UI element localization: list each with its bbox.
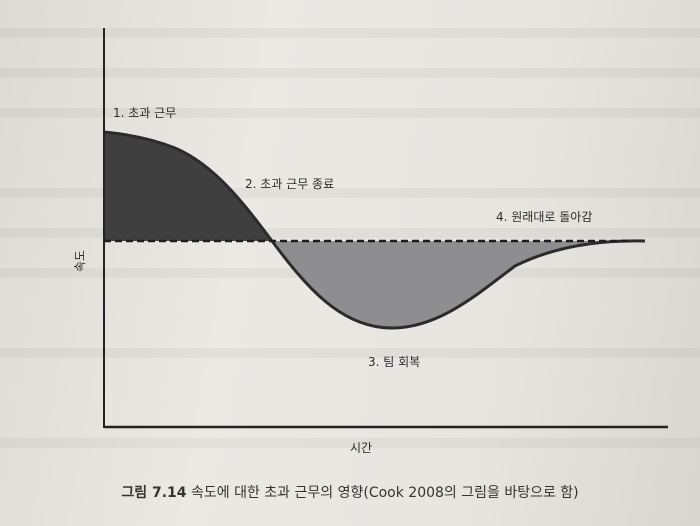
caption-number: 그림 7.14 xyxy=(121,485,187,501)
bleed-through-line xyxy=(0,348,700,358)
bleed-through-line xyxy=(0,28,700,38)
caption-source: (Cook 2008의 그림을 바탕으로 함) xyxy=(363,485,579,501)
label-overtime-end: 2. 초과 근무 종료 xyxy=(245,177,334,191)
bleed-through-line xyxy=(0,108,700,118)
label-recovery: 3. 팀 회복 xyxy=(368,355,420,369)
x-axis-label: 시간 xyxy=(350,441,372,455)
recovery-area xyxy=(272,241,612,328)
figure-caption: 그림 7.14 속도에 대한 초과 근무의 영향(Cook 2008의 그림을 … xyxy=(0,482,700,502)
y-axis-label: 속도 xyxy=(73,250,87,272)
bleed-through-line xyxy=(0,188,700,198)
label-return: 4. 원래대로 돌아감 xyxy=(496,210,592,224)
bleed-through-line xyxy=(0,228,700,238)
label-overtime: 1. 초과 근무 xyxy=(113,106,176,120)
bleed-through-line xyxy=(0,438,700,448)
velocity-curve xyxy=(103,130,646,330)
caption-text: 속도에 대한 초과 근무의 영향 xyxy=(190,485,364,501)
bleed-through-line xyxy=(0,68,700,78)
overtime-area xyxy=(104,132,272,241)
